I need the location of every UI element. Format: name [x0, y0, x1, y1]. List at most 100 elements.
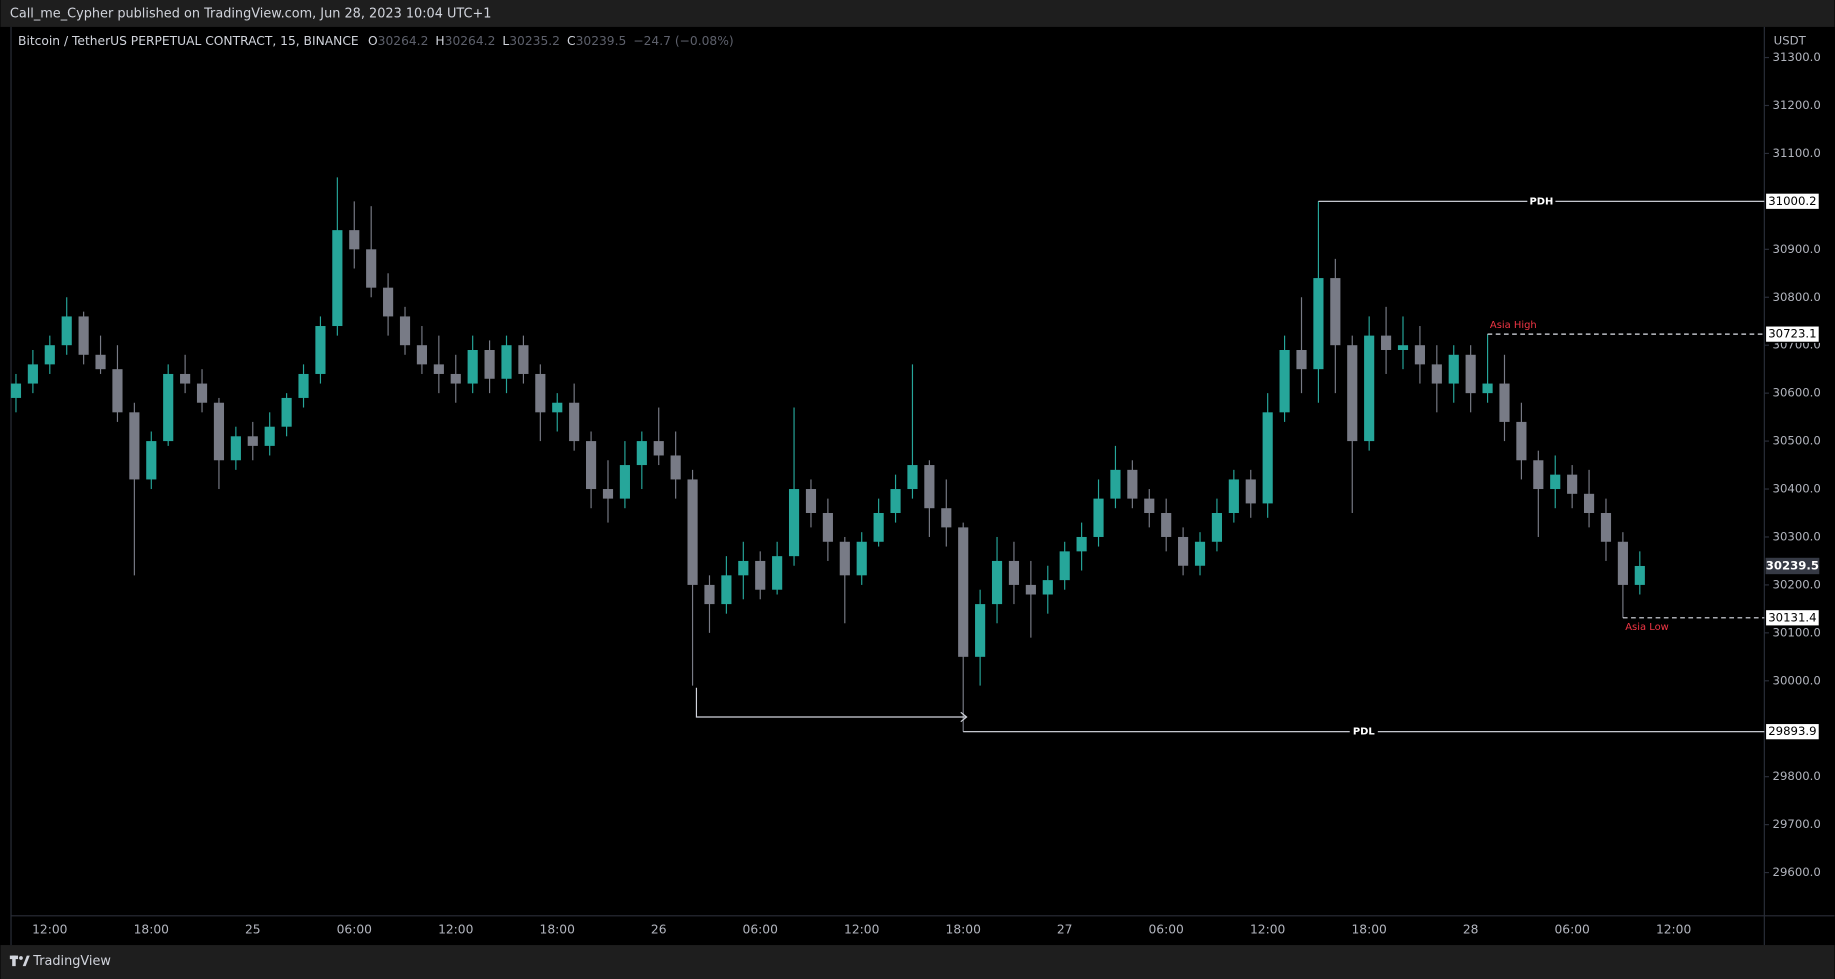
candle-body [501, 345, 512, 379]
price-unit: USDT [1774, 33, 1807, 47]
price-tag [1764, 609, 1820, 627]
legend-value: 30264.2 [378, 33, 429, 47]
candle-body [433, 364, 444, 374]
candle-body [196, 383, 208, 403]
candle-body [890, 489, 901, 514]
candle-body [1347, 345, 1358, 442]
candle-body [805, 489, 817, 514]
y-tick-label: 29800.0 [1773, 769, 1821, 783]
candle-body [1431, 364, 1442, 384]
current-price-text: 30239.5 [1766, 558, 1819, 572]
candle-body [907, 465, 918, 490]
candle-body [822, 513, 833, 542]
candle-body [281, 397, 292, 427]
candle-body [1144, 498, 1155, 514]
candle-body [112, 369, 123, 413]
x-tick-label: 18:00 [946, 922, 981, 936]
candle-body [653, 441, 664, 456]
price-tag-text: 31000.2 [1768, 194, 1816, 208]
price-tag [1764, 722, 1820, 741]
level-label: PDL [1353, 727, 1376, 738]
candle-body [687, 479, 698, 585]
y-tick-label: 29700.0 [1773, 817, 1821, 831]
candle-body [924, 465, 935, 509]
legend-symbol: Bitcoin / TetherUS PERPETUAL CONTRACT, 1… [18, 33, 359, 47]
candle-body [873, 513, 884, 542]
candle-body [213, 402, 225, 461]
candle-body [1482, 383, 1493, 394]
candle-body [1516, 421, 1527, 461]
candle-body [1567, 474, 1578, 494]
x-tick-label: 06:00 [1554, 922, 1589, 936]
y-tick-label: 31100.0 [1773, 146, 1821, 160]
candle-body [1245, 479, 1256, 504]
candle-body [1228, 479, 1239, 514]
candle-body [247, 436, 258, 446]
candle-body [61, 316, 72, 346]
candle-body [44, 345, 55, 365]
x-tick-label: 06:00 [1149, 922, 1184, 936]
plot: 31300.031200.031100.030900.030800.030700… [10, 50, 1821, 936]
candle-body [399, 316, 411, 346]
footer-bar [0, 945, 1835, 979]
candle-body [991, 560, 1003, 605]
level-label-bg [1527, 194, 1556, 209]
candle-body [1414, 345, 1425, 365]
candle-body [1381, 335, 1392, 350]
candle-body [467, 349, 478, 384]
candle-body [416, 345, 428, 365]
candle-body [1583, 493, 1595, 514]
candle-body [839, 541, 850, 576]
level-label: Asia High [1490, 320, 1537, 331]
candle-body [95, 354, 106, 370]
candle-body [772, 556, 783, 590]
y-tick-label: 31200.0 [1773, 98, 1821, 112]
legend-value: 30239.5 [576, 33, 627, 47]
candle-body [1296, 349, 1307, 370]
candle-body [180, 373, 191, 384]
candle-body [163, 373, 174, 442]
candle-body [1110, 469, 1121, 499]
candle-body [1600, 513, 1612, 542]
candle-body [1279, 349, 1290, 413]
y-tick-label: 30200.0 [1773, 577, 1821, 591]
candle-body [1127, 469, 1138, 499]
candle-body [721, 575, 732, 605]
candle-body [349, 230, 360, 250]
legend: Bitcoin / TetherUS PERPETUAL CONTRACT, 1… [18, 33, 734, 47]
x-tick-label: 28 [1463, 922, 1479, 936]
candle-body [315, 326, 326, 374]
candle-body [1059, 551, 1070, 581]
header-text: Call_me_Cypher published on TradingView.… [10, 7, 492, 22]
candle-body [1313, 278, 1324, 370]
y-tick-label: 30600.0 [1773, 386, 1821, 400]
y-tick-label: 30900.0 [1773, 242, 1821, 256]
legend-value: 30235.2 [509, 33, 560, 47]
candle-body [738, 560, 749, 576]
candle-body [332, 230, 343, 327]
candle-body [602, 489, 614, 499]
candle-body [535, 373, 546, 413]
brand-logo [9, 955, 30, 967]
candle-body [1042, 580, 1053, 595]
x-tick-label: 27 [1057, 922, 1073, 936]
candle-body [1448, 354, 1459, 384]
legend-key: L [502, 33, 509, 47]
price-tag-text: 30723.1 [1768, 327, 1816, 341]
sweep-arrow [695, 687, 968, 723]
candle-body [1465, 354, 1476, 394]
candle-body [1211, 513, 1223, 542]
candle-body [264, 426, 275, 446]
candle-body [1634, 565, 1645, 585]
x-tick-label: 12:00 [1250, 922, 1285, 936]
candle-body [230, 436, 241, 461]
candle-body [366, 249, 377, 288]
candle-body [1262, 412, 1273, 504]
x-tick-label: 26 [651, 922, 667, 936]
candle-body [1397, 345, 1409, 350]
candle-body [1194, 541, 1206, 566]
candle-body [146, 441, 157, 480]
x-tick-label: 06:00 [337, 922, 372, 936]
